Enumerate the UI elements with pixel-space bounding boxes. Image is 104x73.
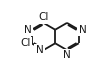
Text: N: N (36, 45, 43, 55)
Text: Cl: Cl (38, 12, 49, 22)
Text: N: N (79, 25, 87, 35)
Text: N: N (24, 25, 32, 35)
Text: Cl: Cl (20, 38, 31, 48)
Text: N: N (63, 50, 71, 60)
